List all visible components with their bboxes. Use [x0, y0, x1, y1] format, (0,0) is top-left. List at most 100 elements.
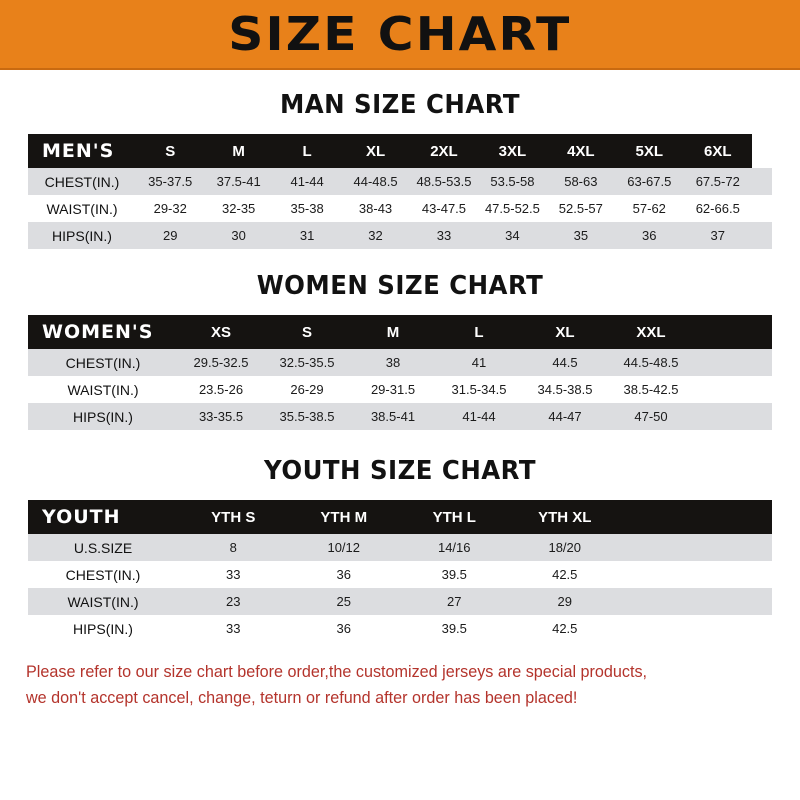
man-row-label: HIPS(IN.) [28, 222, 136, 249]
youth-cell: 23 [178, 588, 289, 615]
man-header-row: MEN'S S M L XL 2XL 3XL 4XL 5XL 6XL [28, 134, 772, 168]
man-size-table: MEN'S S M L XL 2XL 3XL 4XL 5XL 6XL CHEST… [28, 134, 772, 249]
man-rowhead-label: MEN'S [42, 140, 115, 162]
man-cell: 57-62 [615, 195, 684, 222]
man-cell: 43-47.5 [409, 195, 479, 222]
women-row-label: CHEST(IN.) [28, 349, 178, 376]
women-cell: 26-29 [264, 376, 350, 403]
man-col-header: M [232, 142, 245, 160]
women-col-header: XS [210, 323, 231, 341]
youth-cell-pad [620, 588, 772, 615]
women-rowhead-label: WOMEN'S [42, 321, 154, 343]
table-row: HIPS(IN.) 33 36 39.5 42.5 [28, 615, 772, 642]
women-cell: 44-47 [522, 403, 608, 430]
women-cell: 47-50 [608, 403, 694, 430]
women-row-label: WAIST(IN.) [28, 376, 178, 403]
women-cell: 38 [350, 349, 436, 376]
man-col-header: 3XL [498, 142, 527, 160]
man-col-header: S [165, 142, 176, 160]
man-cell: 34 [478, 222, 547, 249]
man-cell: 37 [683, 222, 752, 249]
man-cell: 29-32 [136, 195, 205, 222]
women-col-header: M [386, 323, 400, 341]
youth-section-title: YOUTH SIZE CHART [264, 456, 536, 486]
man-col-header: 2XL [430, 142, 458, 160]
youth-cell: 36 [288, 561, 399, 588]
women-cell: 33-35.5 [178, 403, 264, 430]
youth-col-header: YTH L [432, 508, 476, 526]
youth-col-header: YTH XL [538, 508, 592, 526]
man-cell: 44-48.5 [341, 168, 410, 195]
man-cell: 35 [546, 222, 616, 249]
man-col-header: XL [365, 142, 386, 160]
women-cell: 29.5-32.5 [178, 349, 264, 376]
man-cell-pad [752, 222, 772, 249]
youth-cell: 27 [399, 588, 510, 615]
man-row-label: WAIST(IN.) [28, 195, 136, 222]
man-header-spacer [752, 134, 772, 168]
man-table-body: CHEST(IN.) 35-37.5 37.5-41 41-44 44-48.5… [28, 168, 772, 249]
women-header-pad [694, 315, 772, 349]
women-row-label: HIPS(IN.) [28, 403, 178, 430]
women-col-header: L [474, 323, 484, 341]
man-col-header: L [302, 142, 312, 160]
youth-row-label: CHEST(IN.) [28, 561, 178, 588]
women-cell: 35.5-38.5 [264, 403, 350, 430]
youth-cell: 29 [509, 588, 620, 615]
women-table-wrapper: WOMEN'S XS S M L XL XXL CHEST(IN.) 29.5-… [28, 315, 772, 430]
man-cell: 47.5-52.5 [478, 195, 547, 222]
women-section-title: WOMEN SIZE CHART [256, 271, 544, 301]
page-title: SIZE CHART [228, 7, 572, 61]
man-cell: 53.5-58 [478, 168, 547, 195]
youth-cell: 10/12 [288, 534, 399, 561]
women-cell: 29-31.5 [350, 376, 436, 403]
women-col-header: XL [555, 323, 575, 341]
women-table-head: WOMEN'S XS S M L XL XXL [28, 315, 772, 349]
youth-cell: 39.5 [399, 561, 510, 588]
man-cell: 33 [409, 222, 479, 249]
youth-rowhead-label: YOUTH [42, 506, 121, 528]
women-cell: 41 [436, 349, 522, 376]
man-col-header: 4XL [567, 142, 595, 160]
youth-table-head: YOUTH YTH S YTH M YTH L YTH XL [28, 500, 772, 534]
note-line-1: Please refer to our size chart before or… [26, 663, 648, 681]
youth-table-wrapper: YOUTH YTH S YTH M YTH L YTH XL U.S.SIZE … [28, 500, 772, 642]
women-col-header: S [301, 323, 312, 341]
man-cell: 38-43 [341, 195, 410, 222]
youth-size-table: YOUTH YTH S YTH M YTH L YTH XL U.S.SIZE … [28, 500, 772, 642]
man-cell: 41-44 [272, 168, 342, 195]
youth-cell-pad [620, 615, 772, 642]
women-cell-pad [694, 403, 772, 430]
man-table-wrapper: MEN'S S M L XL 2XL 3XL 4XL 5XL 6XL CHEST… [28, 134, 772, 249]
youth-cell: 33 [178, 615, 289, 642]
man-cell: 52.5-57 [546, 195, 616, 222]
table-row: HIPS(IN.) 33-35.5 35.5-38.5 38.5-41 41-4… [28, 403, 772, 430]
table-row: U.S.SIZE 8 10/12 14/16 18/20 [28, 534, 772, 561]
women-cell: 41-44 [436, 403, 522, 430]
man-cell-pad [752, 168, 772, 195]
women-cell: 38.5-41 [350, 403, 436, 430]
women-header-row: WOMEN'S XS S M L XL XXL [28, 315, 772, 349]
man-cell: 31 [272, 222, 342, 249]
youth-cell-pad [620, 534, 772, 561]
youth-cell: 33 [178, 561, 289, 588]
man-cell: 67.5-72 [683, 168, 752, 195]
women-cell: 44.5 [522, 349, 608, 376]
youth-cell: 8 [178, 534, 289, 561]
women-cell-pad [694, 376, 772, 403]
youth-header-pad [620, 500, 772, 534]
women-cell: 31.5-34.5 [436, 376, 522, 403]
man-cell: 35-38 [272, 195, 342, 222]
man-cell: 32-35 [204, 195, 273, 222]
youth-cell-pad [620, 561, 772, 588]
youth-row-label: U.S.SIZE [28, 534, 178, 561]
women-cell: 34.5-38.5 [522, 376, 608, 403]
women-size-table: WOMEN'S XS S M L XL XXL CHEST(IN.) 29.5-… [28, 315, 772, 430]
man-cell: 29 [136, 222, 205, 249]
women-cell: 32.5-35.5 [264, 349, 350, 376]
man-cell: 48.5-53.5 [409, 168, 479, 195]
youth-header-row: YOUTH YTH S YTH M YTH L YTH XL [28, 500, 772, 534]
man-cell: 63-67.5 [615, 168, 684, 195]
man-cell-pad [752, 195, 772, 222]
women-cell: 44.5-48.5 [608, 349, 694, 376]
